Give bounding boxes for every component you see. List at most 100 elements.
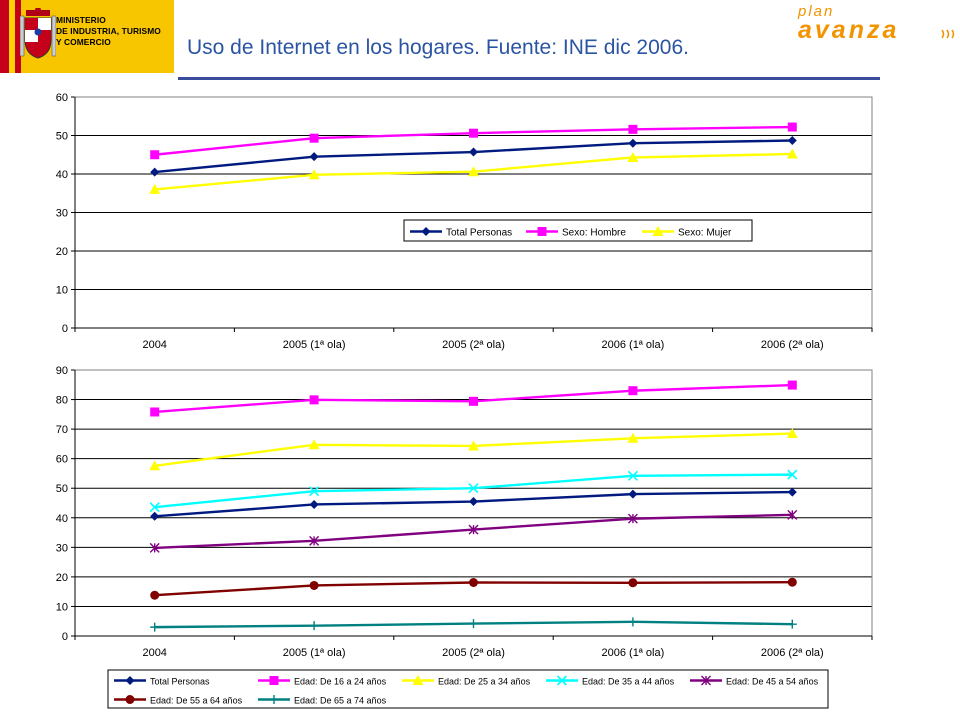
data-point (628, 617, 638, 627)
y-tick-label: 40 (56, 169, 68, 181)
x-tick-labels: 2004 2005 (1ª ola) 2005 (2ª ola) 2006 (1ª o… (142, 339, 823, 351)
ministry-line: Y COMERCIO (56, 37, 111, 47)
data-point (150, 511, 160, 521)
ministry-line: MINISTERIO (56, 15, 106, 25)
legend-label: Edad: De 65 a 74 años (294, 696, 387, 706)
data-point (308, 439, 320, 450)
legend-label: Edad: De 16 a 24 años (294, 677, 387, 687)
legend-marker (652, 226, 664, 236)
legend-marker (269, 695, 279, 704)
data-point (468, 524, 479, 535)
data-point (787, 577, 797, 587)
series-line (154, 139, 793, 174)
legend: Total Personas Edad: De 16 a 24 años Edad:… (107, 669, 829, 709)
axes (71, 369, 873, 640)
ministry-name: MINISTERIO DE INDUSTRIA, TURISMO Y COMER… (56, 15, 172, 48)
plan-avanza-logo: plan avanza (797, 3, 955, 44)
data-point (308, 169, 320, 180)
data-point (787, 469, 798, 480)
x-tick-label: 2005 (2ª ola) (442, 647, 505, 659)
y-tick-label: 30 (56, 208, 68, 220)
data-point (469, 578, 478, 588)
series-line (154, 513, 793, 550)
y-tick-label: 70 (56, 424, 68, 436)
series-sexo-hombre (150, 122, 797, 160)
plot-frame (74, 96, 873, 329)
brand-top: plan (797, 3, 834, 20)
series-line (154, 581, 793, 597)
series-line (154, 620, 793, 629)
data-point (469, 128, 478, 138)
legend-item: Edad: De 65 a 74 años (258, 695, 387, 706)
data-point (309, 580, 319, 590)
legend-label: Edad: De 55 a 64 años (150, 696, 243, 706)
data-point (149, 183, 161, 194)
flag-stripe (0, 0, 9, 73)
title-underline (178, 77, 880, 80)
legend-item: Edad: De 16 a 24 años (258, 676, 387, 687)
data-point (468, 166, 479, 177)
data-point (627, 432, 639, 443)
legend-item: Total Personas (410, 227, 512, 239)
data-point (787, 487, 797, 497)
x-tick-label: 2005 (1ª ola) (283, 647, 346, 659)
y-tick-label: 60 (56, 92, 68, 104)
data-point (469, 497, 478, 507)
legend-label: Edad: De 35 a 44 años (582, 677, 675, 687)
brand-waves-icon (941, 29, 955, 39)
data-point (309, 152, 319, 162)
data-point (628, 489, 638, 499)
series-edad-de-45-a-54-a-os (149, 509, 798, 553)
data-point (628, 138, 638, 148)
plot-frame (74, 369, 873, 637)
legend-item: Sexo: Hombre (526, 227, 626, 239)
gridlines (75, 96, 872, 329)
x-tick-label: 2006 (2ª ola) (761, 339, 824, 351)
legend-item: Edad: De 35 a 44 años (546, 675, 675, 687)
data-point (786, 428, 798, 439)
data-point (149, 460, 161, 471)
x-tick-label: 2004 (142, 339, 166, 351)
legend-item: Edad: De 55 a 64 años (114, 695, 243, 706)
legend-label: Total Personas (446, 228, 512, 239)
y-tick-label: 20 (56, 246, 68, 258)
x-tick-label: 2005 (1ª ola) (283, 339, 346, 351)
y-tick-labels: 0 10 20 30 40 50 60 (56, 92, 68, 335)
legend-label: Sexo: Hombre (562, 228, 626, 239)
coat-of-arms-icon (20, 8, 56, 59)
series-line (154, 152, 793, 191)
series-sexo-mujer (149, 148, 798, 194)
y-tick-label: 50 (56, 483, 68, 495)
series-edad-de-16-a-24-a-os (150, 380, 797, 417)
series-edad-de-25-a-34-a-os (149, 428, 798, 471)
data-point (149, 542, 160, 553)
y-tick-label: 20 (56, 572, 68, 584)
legend-marker (537, 227, 547, 236)
data-point (787, 380, 797, 390)
y-tick-label: 40 (56, 513, 68, 525)
series-group (149, 122, 798, 194)
brand-main: avanza (798, 16, 899, 44)
flag-stripe (9, 0, 15, 73)
data-point (150, 622, 160, 632)
y-tick-label: 80 (56, 395, 68, 407)
legend-marker (269, 676, 279, 685)
legend-label: Edad: De 25 a 34 años (438, 677, 531, 687)
series-edad-de-65-a-74-a-os (150, 617, 797, 632)
series-total-personas (150, 487, 797, 521)
data-point (628, 124, 638, 134)
data-point (469, 396, 478, 406)
data-point (468, 440, 479, 451)
legend-label: Edad: De 45 a 54 años (726, 677, 819, 687)
series-line (154, 125, 793, 156)
x-tick-label: 2006 (1ª ola) (602, 647, 665, 659)
page-title: Uso de Internet en los hogares. Fuente: … (187, 36, 689, 59)
legend-marker (125, 676, 135, 685)
legend-label: Sexo: Mujer (678, 228, 732, 239)
data-point (627, 513, 638, 524)
legend-item: Total Personas (114, 676, 210, 687)
series-total-personas (150, 136, 797, 177)
data-point (150, 167, 160, 177)
y-tick-label: 10 (56, 285, 68, 297)
